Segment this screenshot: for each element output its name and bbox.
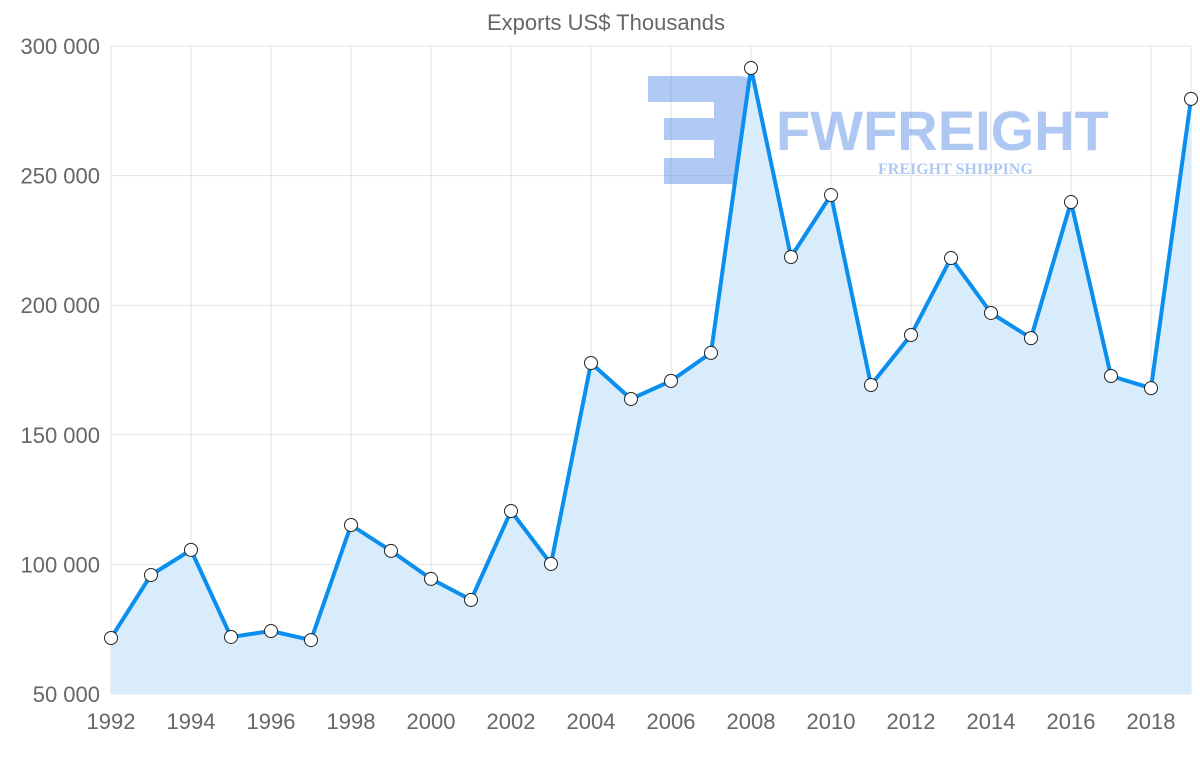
data-point xyxy=(184,542,198,557)
data-point xyxy=(1064,195,1078,210)
data-point xyxy=(824,188,838,203)
data-points xyxy=(104,61,1198,648)
x-tick-label: 2008 xyxy=(727,709,776,734)
data-point xyxy=(704,345,718,360)
data-point xyxy=(224,629,238,644)
data-point xyxy=(464,592,478,607)
x-tick-label: 2010 xyxy=(807,709,856,734)
data-point xyxy=(144,568,158,583)
data-point xyxy=(264,624,278,639)
data-point xyxy=(984,305,998,320)
data-point xyxy=(424,571,438,586)
x-tick-label: 1998 xyxy=(327,709,376,734)
y-tick-label: 50 000 xyxy=(33,682,100,707)
x-tick-label: 2012 xyxy=(887,709,936,734)
x-tick-label: 2004 xyxy=(567,709,616,734)
x-tick-label: 1994 xyxy=(167,709,216,734)
x-tick-label: 1992 xyxy=(87,709,136,734)
data-point xyxy=(544,556,558,571)
data-point xyxy=(624,392,638,407)
svg-text:FWFREIGHT: FWFREIGHT xyxy=(776,99,1109,162)
data-point xyxy=(904,328,918,343)
y-tick-label: 150 000 xyxy=(20,423,100,448)
data-point xyxy=(504,504,518,519)
data-point xyxy=(784,249,798,264)
x-tick-label: 2016 xyxy=(1047,709,1096,734)
y-tick-label: 100 000 xyxy=(20,552,100,577)
x-axis: 1992 1994 1996 1998 2000 2002 2004 2006 2008 2010… xyxy=(87,709,1176,734)
x-tick-label: 2018 xyxy=(1127,709,1176,734)
chart-title: Exports US$ Thousands xyxy=(487,10,725,35)
y-tick-label: 250 000 xyxy=(20,164,100,189)
x-tick-label: 2000 xyxy=(407,709,456,734)
data-point xyxy=(104,631,118,646)
series-area xyxy=(111,68,1191,694)
x-tick-label: 2002 xyxy=(487,709,536,734)
data-point xyxy=(664,373,678,388)
data-point xyxy=(1184,91,1198,106)
data-point xyxy=(1024,331,1038,346)
series-line xyxy=(109,66,1193,643)
watermark-logo: FWFREIGHT FREIGHT SHIPPING xyxy=(648,76,1109,184)
x-tick-label: 1996 xyxy=(247,709,296,734)
data-point xyxy=(344,518,358,533)
x-tick-label: 2006 xyxy=(647,709,696,734)
data-point xyxy=(304,633,318,648)
y-tick-label: 300 000 xyxy=(20,34,100,59)
data-point xyxy=(1104,368,1118,383)
data-point xyxy=(584,356,598,371)
data-point xyxy=(1144,381,1158,396)
data-point xyxy=(384,543,398,558)
x-tick-label: 2014 xyxy=(967,709,1016,734)
data-point xyxy=(864,378,878,393)
data-point xyxy=(744,61,758,76)
svg-text:FREIGHT SHIPPING: FREIGHT SHIPPING xyxy=(878,161,1033,178)
y-tick-label: 200 000 xyxy=(20,293,100,318)
y-axis: 50 000 100 000 150 000 200 000 250 000 300 00… xyxy=(20,34,100,707)
data-point xyxy=(944,251,958,266)
